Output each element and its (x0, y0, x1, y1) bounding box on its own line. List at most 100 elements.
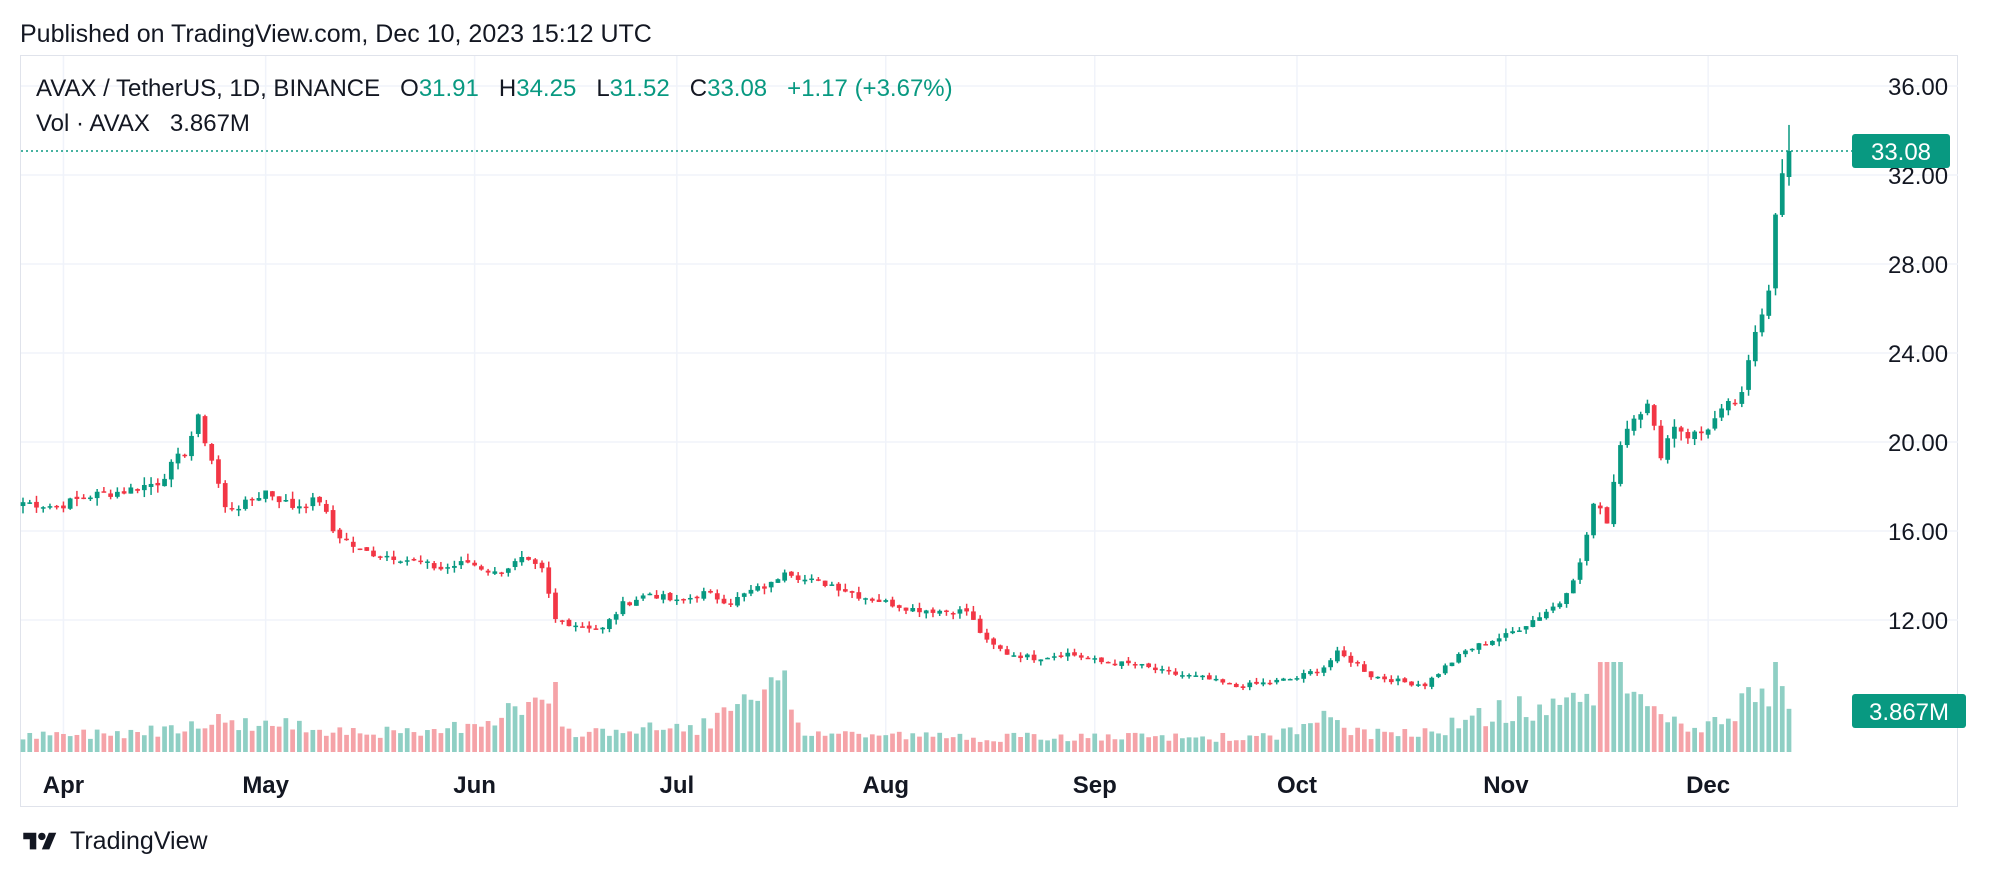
volume-label[interactable]: Vol · AVAX (36, 110, 150, 137)
candle-body (748, 589, 754, 594)
candle-body (1490, 640, 1495, 645)
candle-body (849, 591, 855, 593)
volume-bar (957, 733, 963, 752)
volume-bar (458, 732, 464, 752)
volume-bar (1281, 728, 1286, 752)
volume-bar (1409, 736, 1414, 752)
volume-bar (593, 728, 599, 752)
symbol-label[interactable]: AVAX / TetherUS, 1D, BINANCE (36, 75, 381, 102)
candle-body (1570, 580, 1576, 594)
volume-legend-value: 3.867M (169, 110, 250, 137)
volume-bar (34, 738, 39, 752)
candle-body (762, 586, 767, 589)
candle-body (1328, 660, 1334, 668)
candle-body (816, 579, 821, 581)
volume-bar (1483, 726, 1489, 752)
candle-body (1132, 664, 1138, 666)
high-label: H (498, 75, 517, 102)
tradingview-brand[interactable]: TradingView (20, 827, 208, 856)
volume-bar (1436, 733, 1441, 752)
volume-bar (431, 729, 437, 752)
candle-body (182, 454, 188, 457)
volume-bar (748, 699, 754, 752)
candle-body (944, 610, 949, 613)
candle-body (472, 562, 477, 566)
candle-body (1065, 652, 1071, 657)
candle-body (1658, 425, 1664, 459)
volume-bar (944, 738, 949, 752)
volume-bar (1530, 720, 1536, 752)
y-tick-label: 24.00 (1888, 341, 1948, 368)
volume-bar (465, 723, 471, 752)
candle-body (438, 566, 444, 570)
candle-body (276, 496, 282, 503)
candle-body (445, 567, 451, 569)
volume-bar (1773, 662, 1778, 752)
volume-bar (1402, 729, 1408, 752)
candle-body (1024, 654, 1030, 658)
volume-bar (1752, 702, 1758, 752)
candle-body (1476, 643, 1482, 650)
candle-body (1645, 403, 1650, 414)
candle-body (1179, 675, 1185, 677)
candle-body (404, 560, 410, 562)
volume-bar (539, 699, 545, 752)
candle-body (1436, 674, 1441, 677)
volume-bar (1355, 727, 1360, 752)
x-tick-label: Oct (1277, 772, 1317, 799)
volume-bar (209, 724, 215, 752)
candle-body (47, 506, 53, 508)
candle-body (1193, 675, 1199, 677)
candle-body (195, 414, 201, 434)
volume-bar (1173, 733, 1178, 752)
candle-body (957, 609, 963, 614)
volume-bar (398, 733, 403, 752)
volume-bar (1132, 732, 1138, 752)
volume-bar (816, 731, 821, 752)
candle-body (1274, 679, 1280, 683)
volume-bar (937, 732, 943, 752)
candle-body (337, 529, 343, 539)
candle-body (1281, 678, 1286, 681)
candle-body (674, 599, 680, 602)
change-value: +1.17 (+3.67%) (787, 75, 953, 102)
candle-body (425, 561, 430, 563)
candle-body (1085, 657, 1091, 660)
candle-body (61, 505, 66, 509)
y-tick-label: 28.00 (1888, 252, 1948, 279)
candle-body (1611, 481, 1617, 525)
candle-body (735, 596, 740, 606)
candle-body (580, 626, 585, 628)
candle-body (465, 560, 471, 563)
volume-bar (789, 709, 794, 752)
candle-body (1146, 663, 1152, 668)
volume-bar (175, 733, 181, 752)
candle-body (1011, 655, 1017, 657)
volume-bar (1045, 740, 1050, 752)
candle-body (1752, 331, 1758, 362)
volume-bar (714, 712, 720, 752)
y-tick-label: 12.00 (1888, 608, 1948, 635)
volume-bar (1294, 734, 1300, 752)
volume-bar (1105, 734, 1111, 752)
candle-body (364, 547, 370, 551)
volume-bar (977, 741, 983, 752)
volume-bar (1449, 717, 1455, 752)
candle-body (344, 538, 349, 541)
candle-body (222, 483, 228, 508)
candle-body (202, 416, 208, 444)
candle-body (1442, 665, 1448, 674)
volume-bar (1651, 706, 1657, 752)
candle-body (411, 558, 417, 561)
volume-bar (263, 720, 269, 752)
candle-body (1348, 655, 1354, 663)
candle-body (1725, 401, 1731, 411)
candle-body (532, 559, 538, 564)
volume-bar (67, 736, 73, 752)
candle-body (101, 491, 107, 493)
volume-bar (350, 728, 356, 752)
candle-body (775, 579, 781, 583)
candle-body (789, 571, 794, 576)
volume-badge (1852, 694, 1966, 728)
